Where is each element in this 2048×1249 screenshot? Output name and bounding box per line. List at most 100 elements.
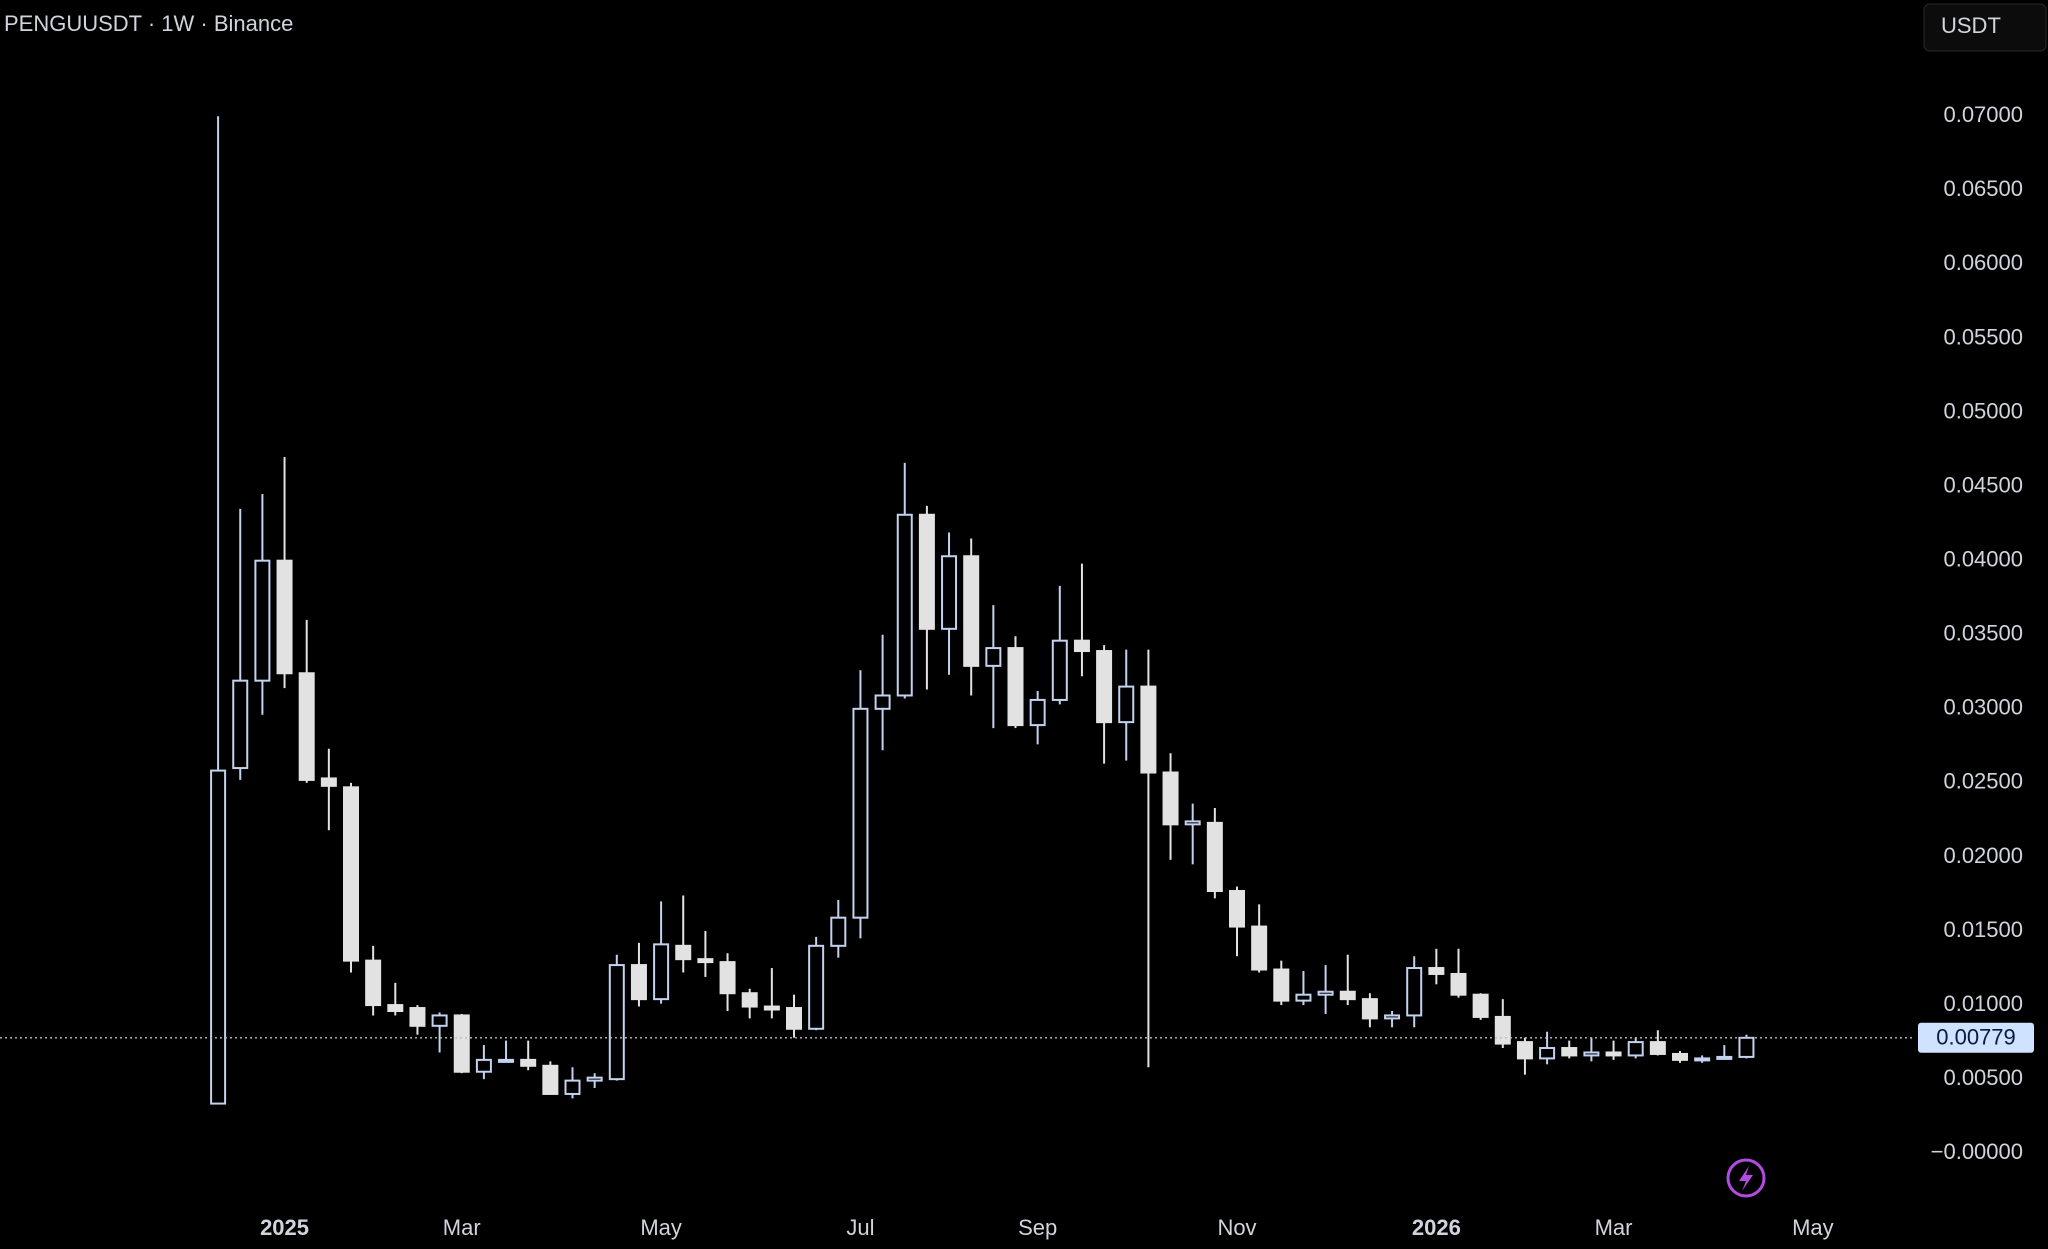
candle — [1007, 636, 1024, 729]
candle-body — [719, 961, 736, 995]
candle-body — [874, 694, 891, 710]
y-tick-label: 0.02500 — [1943, 769, 2023, 794]
candle — [1516, 1037, 1533, 1075]
candle — [1716, 1045, 1733, 1060]
candle — [1694, 1055, 1711, 1063]
icon-circle[interactable] — [1726, 1158, 1766, 1198]
candle — [896, 462, 913, 699]
candle — [1494, 999, 1511, 1049]
last-price-box — [1918, 1022, 2034, 1053]
candle — [1361, 993, 1378, 1028]
candle — [1384, 1010, 1401, 1028]
candle — [985, 605, 1002, 729]
y-tick-label: 0.04500 — [1943, 472, 2023, 497]
candle-body — [1428, 967, 1445, 975]
candle-body — [941, 555, 958, 630]
candle — [1339, 954, 1356, 1006]
y-tick-label: 0.06000 — [1943, 250, 2023, 275]
candle — [630, 942, 647, 1007]
candle — [719, 953, 736, 1011]
lightning-icon[interactable] — [1726, 1158, 1766, 1198]
currency-button[interactable] — [1923, 3, 2047, 52]
candle-body — [1672, 1052, 1688, 1061]
candle — [1672, 1050, 1688, 1063]
candle-body — [1627, 1041, 1644, 1057]
candle-body — [1317, 990, 1334, 996]
candle-body — [453, 1014, 470, 1073]
candle — [232, 508, 249, 780]
candle — [1073, 563, 1090, 677]
candle-body — [741, 992, 758, 1008]
y-tick-label: 0.07000 — [1943, 102, 2023, 127]
candle — [365, 945, 382, 1016]
candle — [608, 954, 625, 1081]
candle — [1206, 808, 1223, 899]
candle-body — [1450, 972, 1467, 996]
candle-body — [1649, 1041, 1666, 1055]
candle — [498, 1040, 515, 1063]
candle — [1184, 803, 1201, 865]
candle — [1229, 886, 1245, 957]
candle-body — [1738, 1036, 1755, 1058]
candle-body — [1605, 1051, 1622, 1057]
candle — [763, 968, 780, 1019]
candle-body — [1184, 820, 1201, 826]
candle — [874, 634, 891, 751]
candle-body — [564, 1079, 581, 1095]
candle-body — [786, 1007, 802, 1030]
icon-bolt[interactable] — [1739, 1166, 1753, 1191]
candle-body — [630, 964, 647, 1001]
candle-body — [1229, 890, 1245, 928]
candle-body — [852, 707, 869, 919]
candle — [1295, 971, 1312, 1006]
candle — [697, 931, 714, 977]
candle-body — [963, 555, 980, 667]
candle — [1539, 1031, 1556, 1065]
x-tick-label: May — [640, 1215, 682, 1240]
candle-body — [1162, 771, 1179, 826]
candle-body — [763, 1005, 780, 1011]
candle — [1273, 960, 1290, 1006]
candle — [564, 1067, 581, 1099]
candle — [343, 782, 359, 973]
candle-body — [1583, 1051, 1600, 1057]
currency-label[interactable]: USDT — [1941, 13, 2001, 38]
candle — [520, 1040, 537, 1071]
candle — [475, 1045, 492, 1080]
candle — [586, 1073, 603, 1089]
candle-body — [320, 777, 337, 787]
candle — [1140, 649, 1157, 1068]
candle — [808, 936, 825, 1031]
last-price-label: 0.00779 — [1936, 1025, 2016, 1050]
candle — [918, 505, 935, 690]
candle-body — [1029, 698, 1046, 727]
candle-body — [232, 679, 249, 770]
candle-body — [675, 944, 692, 961]
candle-body — [1361, 998, 1378, 1020]
candle-body — [1051, 639, 1068, 701]
candle-body — [1140, 685, 1157, 774]
candle-body — [542, 1064, 559, 1095]
candle-body — [985, 647, 1002, 667]
candle — [542, 1061, 559, 1095]
candle-body — [1073, 639, 1090, 653]
x-tick-label: Sep — [1018, 1215, 1057, 1240]
y-tick-label: 0.05000 — [1943, 398, 2023, 423]
candle — [852, 670, 869, 939]
candle-body — [1295, 993, 1312, 1002]
y-tick-label: 0.00500 — [1943, 1065, 2023, 1090]
y-tick-label: 0.03000 — [1943, 695, 2023, 720]
candle-body — [365, 959, 382, 1007]
candle — [1605, 1040, 1622, 1060]
candle-body — [1716, 1055, 1733, 1060]
candle-body — [254, 559, 271, 682]
candle-body — [210, 769, 227, 1105]
candle — [1051, 585, 1068, 705]
candle-body — [1539, 1047, 1556, 1060]
candle — [653, 901, 670, 1004]
candle — [1627, 1037, 1644, 1059]
candle-body — [1251, 925, 1268, 971]
x-tick-label: Mar — [443, 1215, 481, 1240]
candle-body — [409, 1007, 426, 1027]
